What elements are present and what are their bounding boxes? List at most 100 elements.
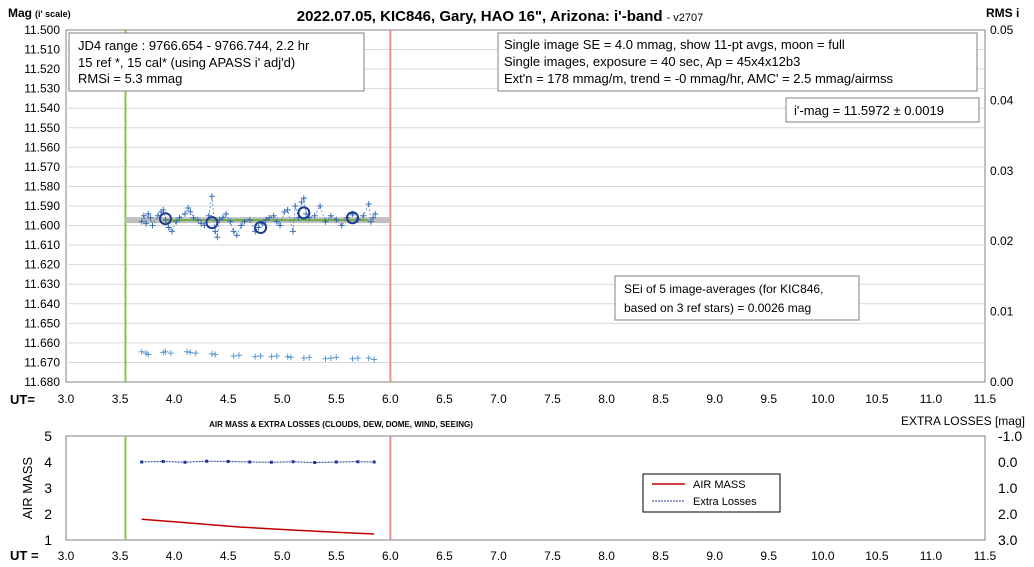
bottom-y2-tick-label: -1.0 <box>998 428 1022 444</box>
top-y-tick-labels: 11.500 11.510 11.520 11.530 11.540 11.550 11.5… <box>24 23 60 389</box>
rms-point <box>187 349 194 356</box>
extra-losses-series-line <box>141 460 375 464</box>
single-image-point <box>327 212 334 219</box>
x-tick-label: 9.5 <box>760 392 777 406</box>
bottom-left-axis-label: AIR MASS <box>20 457 35 519</box>
single-image-point <box>181 210 188 217</box>
rms-point <box>322 355 329 362</box>
single-image-point <box>298 199 305 206</box>
bottom-x-tick-label: 3.0 <box>58 549 75 563</box>
x-tick-label: 4.5 <box>220 392 237 406</box>
single-image-point <box>185 204 192 211</box>
single-image-point <box>372 210 379 217</box>
single-image-trace <box>141 196 376 238</box>
top-x-axis-label: UT= <box>10 392 35 407</box>
sei-box: SEi of 5 image-averages (for KIC846, bas… <box>614 275 860 321</box>
svg-text:15 ref *, 15 cal* (using APASS: 15 ref *, 15 cal* (using APASS i' adj'd) <box>78 55 295 70</box>
single-image-point <box>149 222 156 229</box>
single-image-point <box>277 222 284 229</box>
bottom-y2-tick-labels: -1.0 0.0 1.0 2.0 3.0 <box>998 428 1022 548</box>
bottom-legend: AIR MASS Extra Losses <box>642 473 781 513</box>
rms-point <box>365 355 372 362</box>
extra-losses-point <box>356 460 360 464</box>
extra-losses-point <box>269 460 273 464</box>
single-image-point <box>219 214 226 221</box>
bottom-x-tick-label: 11.5 <box>974 549 997 563</box>
bottom-x-tick-label: 9.0 <box>706 549 723 563</box>
average-point <box>297 206 311 220</box>
y2-tick-label: 0.02 <box>990 234 1014 248</box>
y-tick-label: 11.540 <box>24 101 60 115</box>
y-tick-label: 11.500 <box>24 23 60 37</box>
single-image-point <box>160 206 167 213</box>
average-points <box>158 206 360 235</box>
average-point <box>158 212 172 226</box>
bottom-y-tick-label: 5 <box>44 428 52 444</box>
bottom-x-tick-label: 5.0 <box>274 549 291 563</box>
single-image-point <box>194 216 201 223</box>
airmass-series-line <box>141 518 375 535</box>
extra-losses-point <box>183 460 187 464</box>
top-y2-tick-labels: 0.00 0.01 0.02 0.03 0.04 0.05 <box>990 23 1014 389</box>
x-tick-label: 8.5 <box>652 392 669 406</box>
bottom-x-tick-label: 8.0 <box>598 549 615 563</box>
single-image-point <box>255 224 262 231</box>
y-tick-label: 11.670 <box>24 355 60 369</box>
x-tick-label: 3.0 <box>58 392 75 406</box>
x-tick-label: 6.0 <box>382 392 399 406</box>
bottom-x-tick-label: 7.5 <box>544 549 561 563</box>
x-tick-label: 4.0 <box>166 392 183 406</box>
info-box-right: Single image SE = 4.0 mmag, show 11-pt a… <box>497 32 978 92</box>
rms-point <box>257 352 264 359</box>
x-tick-label: 7.5 <box>544 392 561 406</box>
y2-tick-label: 0.03 <box>990 164 1014 178</box>
rms-point <box>273 352 280 359</box>
info-box-left: JD4 range : 9766.654 - 9766.744, 2.2 hr … <box>68 32 365 92</box>
x-tick-label: 6.5 <box>436 392 453 406</box>
y2-tick-label: 0.04 <box>990 93 1014 107</box>
svg-text:based on 3 ref stars) = 0.0026: based on 3 ref stars) = 0.0026 mag <box>624 301 811 315</box>
rms-point <box>167 350 174 357</box>
rms-point <box>349 355 356 362</box>
top-x-tick-labels: 3.0 3.5 4.0 4.5 5.0 5.5 6.0 6.5 7.0 7.5 8.0 8.5 9.0 9… <box>58 392 997 406</box>
extra-losses-point <box>291 460 295 464</box>
extra-losses-point <box>161 459 165 463</box>
single-image-point <box>270 212 277 219</box>
bottom-chart-title: AIR MASS & EXTRA LOSSES (CLOUDS, DEW, DO… <box>209 420 473 429</box>
single-image-point <box>367 218 374 225</box>
y-tick-label: 11.620 <box>24 258 60 272</box>
extra-losses-point <box>334 460 338 464</box>
bottom-x-tick-label: 3.5 <box>112 549 129 563</box>
rms-point <box>287 354 294 361</box>
y2-tick-label: 0.00 <box>990 375 1014 389</box>
rms-points <box>138 348 378 363</box>
single-image-point <box>266 214 273 221</box>
rms-point <box>268 353 275 360</box>
single-image-point <box>173 218 180 225</box>
rms-point <box>230 352 237 359</box>
bottom-x-tick-label: 6.0 <box>382 549 399 563</box>
single-image-point <box>208 193 215 200</box>
bottom-x-tick-label: 6.5 <box>436 549 453 563</box>
average-point <box>346 211 360 225</box>
single-image-point <box>365 201 372 208</box>
single-image-point <box>246 216 253 223</box>
single-image-point <box>233 232 240 239</box>
y-tick-label: 11.630 <box>24 277 60 291</box>
single-image-point <box>370 214 377 221</box>
average-point <box>205 216 219 230</box>
rms-point <box>208 350 215 357</box>
legend-extra: Extra Losses <box>693 496 757 508</box>
y-tick-label: 11.680 <box>24 375 60 389</box>
bottom-y-tick-label: 3 <box>44 480 52 496</box>
bottom-x-tick-label: 10.5 <box>865 549 889 563</box>
bottom-x-tick-label: 4.5 <box>220 549 237 563</box>
extra-losses-point <box>140 460 144 464</box>
x-tick-label: 8.0 <box>598 392 615 406</box>
svg-text:JD4 range : 9766.654 - 9766.74: JD4 range : 9766.654 - 9766.744, 2.2 hr <box>78 38 310 53</box>
single-image-point <box>333 216 340 223</box>
single-image-point <box>338 222 345 229</box>
rms-point <box>192 350 199 357</box>
svg-text:RMSi = 5.3 mmag: RMSi = 5.3 mmag <box>78 71 182 86</box>
single-image-point <box>322 218 329 225</box>
